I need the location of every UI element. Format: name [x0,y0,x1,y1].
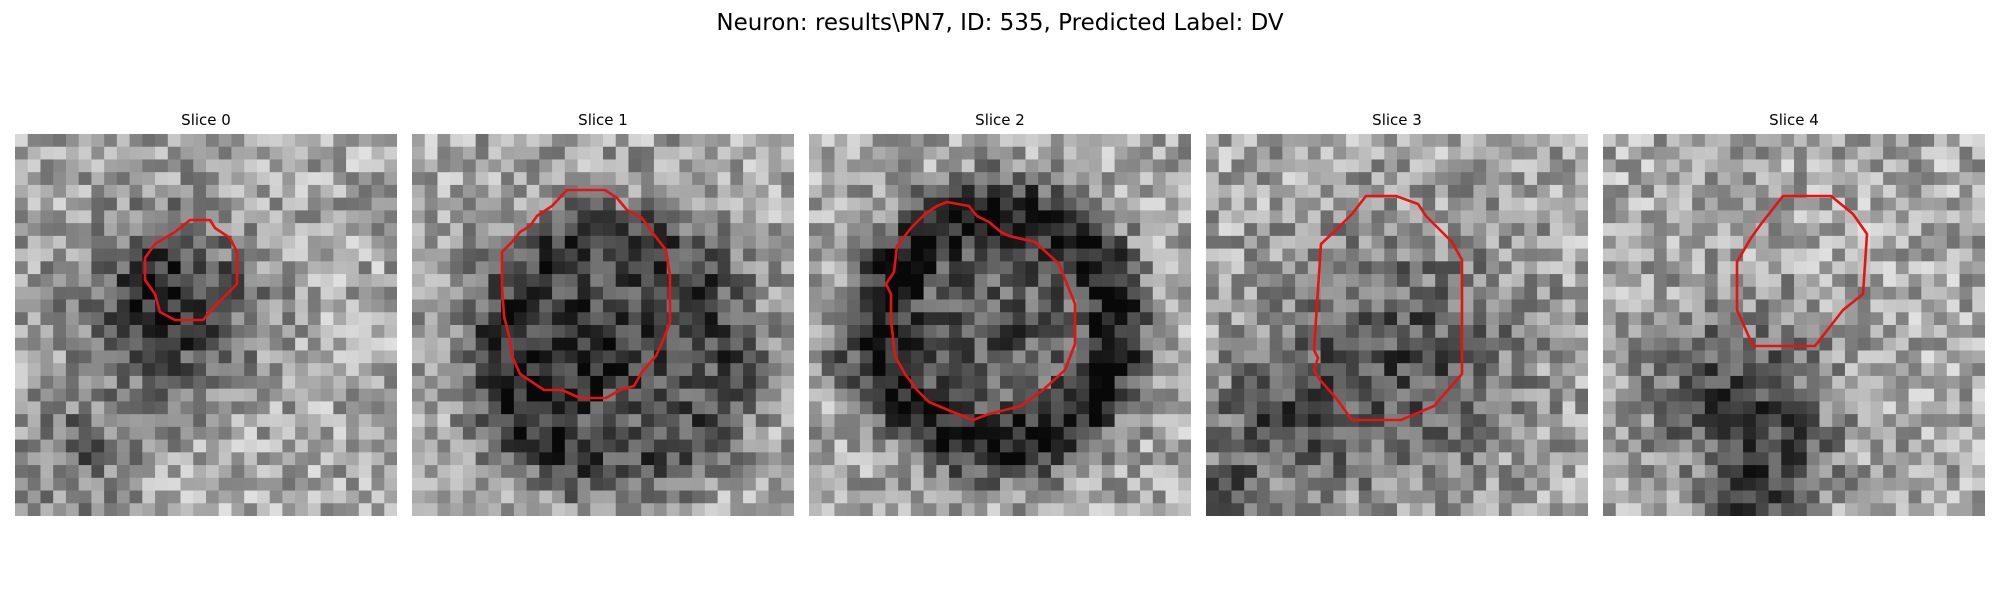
slice-title-0: Slice 0 [15,110,397,130]
figure-title: Neuron: results\PN7, ID: 535, Predicted … [0,9,2000,37]
slice-title-3: Slice 3 [1206,110,1588,130]
slice-image-1 [412,134,794,516]
slice-image-2 [809,134,1191,516]
slice-image-4 [1603,134,1985,516]
slice-image-3 [1206,134,1588,516]
slice-title-1: Slice 1 [412,110,794,130]
slice-title-2: Slice 2 [809,110,1191,130]
slice-title-4: Slice 4 [1603,110,1985,130]
slice-image-0 [15,134,397,516]
